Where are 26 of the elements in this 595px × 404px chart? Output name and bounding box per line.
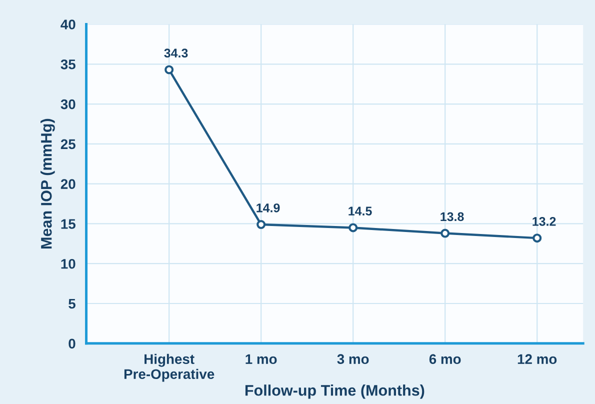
data-label: 34.3 [164, 48, 188, 58]
data-label: 14.5 [348, 206, 372, 216]
y-tick-label: 35 [60, 59, 76, 70]
x-tick-label: Highest Pre-Operative [124, 354, 214, 382]
x-tick-label: 1 mo [246, 354, 277, 364]
data-label: 13.8 [440, 212, 464, 222]
x-tick-label: 6 mo [429, 354, 461, 364]
y-axis-title: Mean IOP (mmHg) [40, 118, 55, 248]
y-tick-label: 30 [60, 99, 76, 110]
y-tick-label: 15 [61, 219, 76, 229]
point [348, 223, 358, 232]
point [256, 220, 266, 230]
point [532, 234, 542, 243]
point [164, 65, 174, 74]
x-tick-label: 3 mo [337, 354, 369, 364]
data-label: 14.9 [256, 203, 280, 212]
y-tick-label: 0 [68, 338, 76, 349]
y-tick-label: 20 [60, 179, 76, 189]
data-label: 13.2 [532, 217, 556, 226]
point [440, 228, 450, 238]
y-tick-label: 40 [60, 20, 76, 30]
x-tick-label: 12 mo [518, 354, 557, 364]
y-tick-label: 10 [61, 258, 76, 269]
y-tick-label: 25 [60, 139, 76, 150]
y-tick-label: 5 [68, 298, 76, 309]
x-axis-title: Follow-up Time (Months) [245, 384, 424, 399]
